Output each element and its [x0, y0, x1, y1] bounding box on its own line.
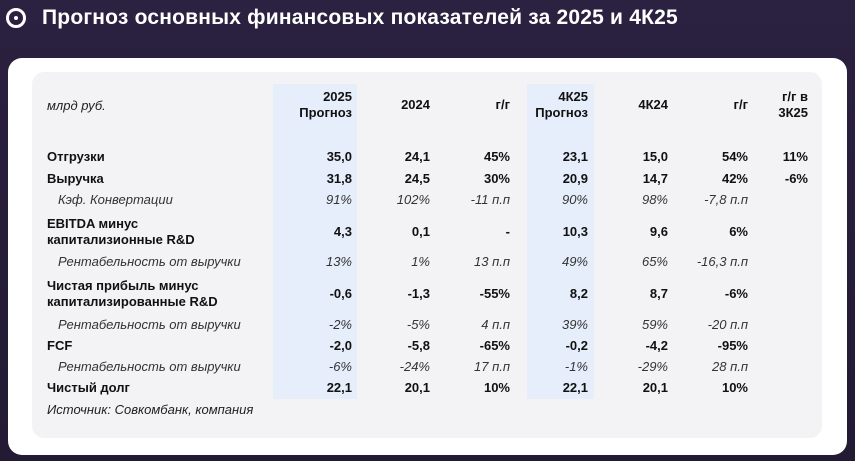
table-cell: -6% [328, 359, 352, 374]
column-highlight [273, 84, 357, 399]
table-cell: 8,2 [569, 286, 588, 301]
table-cell: 0,1 [411, 224, 430, 239]
table-cell: -6% [724, 286, 748, 301]
table-cell: 13 п.п [474, 254, 510, 269]
table-cell: -95% [717, 338, 748, 353]
row-label: FCF [47, 338, 73, 353]
table-cell: -11 п.п [470, 192, 510, 207]
table-cell: 20,9 [562, 171, 588, 186]
table-cell: 10% [483, 380, 510, 395]
table-cell: 45% [483, 149, 510, 164]
table-cell: -1% [564, 359, 588, 374]
column-header: 4К25 Прогноз [535, 89, 588, 120]
table-cell: 4 п.п [481, 317, 510, 332]
table-cell: 13% [325, 254, 352, 269]
table-cell: 39% [561, 317, 588, 332]
table-cell: 30% [483, 171, 510, 186]
table-cell: 24,5 [404, 171, 430, 186]
sub-row-label: Рентабельность от выручки [58, 254, 241, 269]
table-cell: 42% [721, 171, 748, 186]
table-cell: -5,8 [407, 338, 430, 353]
table-cell: 91% [325, 192, 352, 207]
table-cell: -1,3 [407, 286, 430, 301]
unit-label: млрд руб. [47, 98, 106, 113]
table-cell: 28 п.п [712, 359, 748, 374]
table-cell: 90% [561, 192, 588, 207]
sub-row-label: Рентабельность от выручки [58, 317, 241, 332]
table-cell: 20,1 [404, 380, 430, 395]
table-cell: 1% [411, 254, 430, 269]
sub-row-label: Кэф. Конвертации [58, 192, 173, 207]
logo [6, 8, 26, 28]
table-cell: 49% [561, 254, 588, 269]
row-label: Чистая прибыль минус капитализированные … [47, 278, 218, 309]
table-cell: - [505, 224, 510, 239]
row-label: Отгрузки [47, 149, 105, 164]
table-cell: -20 п.п [707, 317, 748, 332]
table-cell: 17 п.п [474, 359, 510, 374]
table-cell: 4,3 [333, 224, 352, 239]
table-cell: 23,1 [562, 149, 588, 164]
table-cell: 10,3 [562, 224, 588, 239]
table-cell: 24,1 [404, 149, 430, 164]
row-label: EBITDA минус капитализионные R&D [47, 216, 195, 247]
table-cell: -29% [637, 359, 668, 374]
table-cell: 11% [782, 149, 808, 164]
table-cell: 10% [721, 380, 748, 395]
table-cell: 98% [641, 192, 668, 207]
column-header: 2025 Прогноз [299, 89, 352, 120]
column-highlight [527, 84, 594, 399]
table-cell: 9,6 [649, 224, 668, 239]
table-cell: -0,2 [565, 338, 588, 353]
table-panel [32, 72, 822, 438]
table-cell: -0,6 [329, 286, 352, 301]
table-cell: 22,1 [562, 380, 588, 395]
table-cell: -65% [479, 338, 510, 353]
table-cell: -16,3 п.п [696, 254, 748, 269]
column-header: г/г [733, 97, 748, 112]
table-cell: -24% [399, 359, 430, 374]
table-cell: 65% [641, 254, 668, 269]
column-header: г/г [495, 97, 510, 112]
table-cell: -5% [406, 317, 430, 332]
column-header: г/г в 3К25 [778, 89, 808, 120]
column-header: 4К24 [638, 97, 668, 112]
sub-row-label: Рентабельность от выручки [58, 359, 241, 374]
table-cell: 14,7 [642, 171, 668, 186]
page-title: Прогноз основных финансовых показателей … [42, 6, 678, 29]
table-cell: -2% [328, 317, 352, 332]
table-cell: 8,7 [649, 286, 668, 301]
table-cell: 22,1 [326, 380, 352, 395]
table-cell: 6% [729, 224, 748, 239]
table-cell: 15,0 [642, 149, 668, 164]
table-cell: 54% [721, 149, 748, 164]
table-cell: -55% [479, 286, 510, 301]
table-cell: -6% [784, 171, 808, 186]
row-label: Выручка [47, 171, 104, 186]
table-cell: 59% [641, 317, 668, 332]
table-cell: 35,0 [326, 149, 352, 164]
row-label: Чистый долг [47, 380, 130, 395]
column-header: 2024 [401, 97, 430, 112]
table-cell: 31,8 [326, 171, 352, 186]
source-note: Источник: Совкомбанк, компания [47, 402, 254, 417]
table-cell: -7,8 п.п [704, 192, 748, 207]
table-cell: 20,1 [642, 380, 668, 395]
table-cell: -2,0 [329, 338, 352, 353]
table-cell: -4,2 [645, 338, 668, 353]
table-cell: 102% [396, 192, 430, 207]
